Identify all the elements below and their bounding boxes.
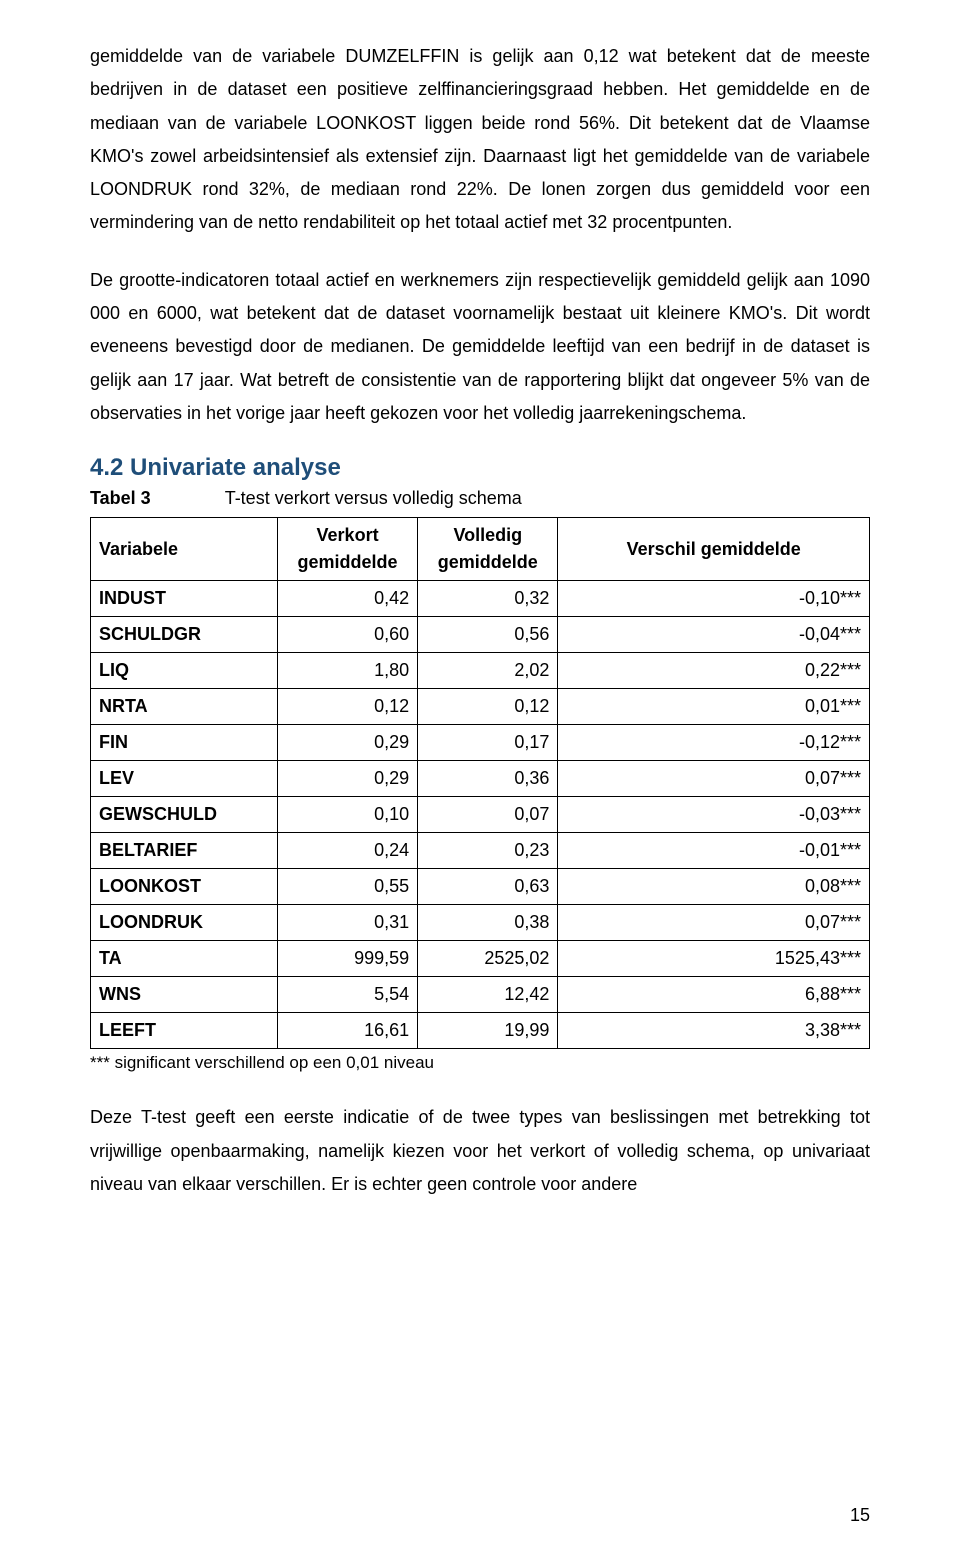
- table-row: TA 999,59 2525,02 1525,43***: [91, 941, 870, 977]
- cell-var: TA: [91, 941, 278, 977]
- cell-diff: 3,38***: [558, 1013, 870, 1049]
- table-row: LEEFT 16,61 19,99 3,38***: [91, 1013, 870, 1049]
- table-row: WNS 5,54 12,42 6,88***: [91, 977, 870, 1013]
- cell-var: SCHULDGR: [91, 617, 278, 653]
- cell-diff: -0,01***: [558, 833, 870, 869]
- table-row: LOONDRUK 0,31 0,38 0,07***: [91, 905, 870, 941]
- cell-var: LOONKOST: [91, 869, 278, 905]
- cell-var: LIQ: [91, 653, 278, 689]
- th-verschil: Verschil gemiddelde: [558, 518, 870, 581]
- table-row: BELTARIEF 0,24 0,23 -0,01***: [91, 833, 870, 869]
- cell-v2: 0,12: [418, 689, 558, 725]
- page-number: 15: [850, 1505, 870, 1526]
- table-row: LIQ 1,80 2,02 0,22***: [91, 653, 870, 689]
- cell-v2: 2,02: [418, 653, 558, 689]
- cell-v1: 0,31: [277, 905, 417, 941]
- cell-var: LOONDRUK: [91, 905, 278, 941]
- cell-v1: 0,24: [277, 833, 417, 869]
- cell-var: NRTA: [91, 689, 278, 725]
- cell-diff: 0,07***: [558, 761, 870, 797]
- cell-diff: 6,88***: [558, 977, 870, 1013]
- cell-v1: 0,10: [277, 797, 417, 833]
- cell-v1: 5,54: [277, 977, 417, 1013]
- cell-var: WNS: [91, 977, 278, 1013]
- cell-v2: 19,99: [418, 1013, 558, 1049]
- table-row: FIN 0,29 0,17 -0,12***: [91, 725, 870, 761]
- cell-v2: 0,17: [418, 725, 558, 761]
- th-volledig-top: Volledig: [453, 525, 522, 545]
- table-row: NRTA 0,12 0,12 0,01***: [91, 689, 870, 725]
- paragraph-2: De grootte-indicatoren totaal actief en …: [90, 264, 870, 430]
- cell-diff: 0,01***: [558, 689, 870, 725]
- cell-diff: -0,10***: [558, 581, 870, 617]
- ttest-table: Variabele Verkort gemiddelde Volledig ge…: [90, 517, 870, 1049]
- paragraph-1: gemiddelde van de variabele DUMZELFFIN i…: [90, 40, 870, 240]
- cell-var: INDUST: [91, 581, 278, 617]
- table-row: LEV 0,29 0,36 0,07***: [91, 761, 870, 797]
- cell-v2: 0,36: [418, 761, 558, 797]
- table-row: SCHULDGR 0,60 0,56 -0,04***: [91, 617, 870, 653]
- table-row: INDUST 0,42 0,32 -0,10***: [91, 581, 870, 617]
- cell-diff: 0,22***: [558, 653, 870, 689]
- cell-var: BELTARIEF: [91, 833, 278, 869]
- cell-v2: 12,42: [418, 977, 558, 1013]
- table-label: Tabel 3: [90, 488, 220, 509]
- cell-var: GEWSCHULD: [91, 797, 278, 833]
- cell-v1: 0,55: [277, 869, 417, 905]
- cell-v1: 999,59: [277, 941, 417, 977]
- cell-v2: 0,38: [418, 905, 558, 941]
- cell-diff: -0,12***: [558, 725, 870, 761]
- cell-var: FIN: [91, 725, 278, 761]
- cell-v2: 0,32: [418, 581, 558, 617]
- cell-diff: 0,07***: [558, 905, 870, 941]
- cell-var: LEEFT: [91, 1013, 278, 1049]
- cell-v1: 0,29: [277, 725, 417, 761]
- cell-v1: 0,29: [277, 761, 417, 797]
- table-caption-text: T-test verkort versus volledig schema: [225, 488, 522, 508]
- cell-diff: 0,08***: [558, 869, 870, 905]
- cell-var: LEV: [91, 761, 278, 797]
- cell-v1: 0,42: [277, 581, 417, 617]
- cell-diff: -0,04***: [558, 617, 870, 653]
- table-row: GEWSCHULD 0,10 0,07 -0,03***: [91, 797, 870, 833]
- cell-v1: 16,61: [277, 1013, 417, 1049]
- cell-v2: 2525,02: [418, 941, 558, 977]
- cell-diff: 1525,43***: [558, 941, 870, 977]
- cell-v1: 0,60: [277, 617, 417, 653]
- cell-v2: 0,63: [418, 869, 558, 905]
- cell-v2: 0,56: [418, 617, 558, 653]
- table-header-row: Variabele Verkort gemiddelde Volledig ge…: [91, 518, 870, 581]
- th-variabele: Variabele: [91, 518, 278, 581]
- table-caption: Tabel 3 T-test verkort versus volledig s…: [90, 488, 870, 509]
- th-verkort-top: Verkort: [317, 525, 379, 545]
- table-row: LOONKOST 0,55 0,63 0,08***: [91, 869, 870, 905]
- cell-v1: 1,80: [277, 653, 417, 689]
- th-verkort: Verkort gemiddelde: [277, 518, 417, 581]
- section-heading: 4.2 Univariate analyse: [90, 454, 870, 482]
- paragraph-3: Deze T-test geeft een eerste indicatie o…: [90, 1101, 870, 1201]
- cell-diff: -0,03***: [558, 797, 870, 833]
- cell-v2: 0,23: [418, 833, 558, 869]
- th-verkort-bot: gemiddelde: [298, 552, 398, 572]
- th-volledig: Volledig gemiddelde: [418, 518, 558, 581]
- th-volledig-bot: gemiddelde: [438, 552, 538, 572]
- table-footnote: *** significant verschillend op een 0,01…: [90, 1053, 870, 1073]
- page-container: gemiddelde van de variabele DUMZELFFIN i…: [0, 0, 960, 1550]
- cell-v2: 0,07: [418, 797, 558, 833]
- cell-v1: 0,12: [277, 689, 417, 725]
